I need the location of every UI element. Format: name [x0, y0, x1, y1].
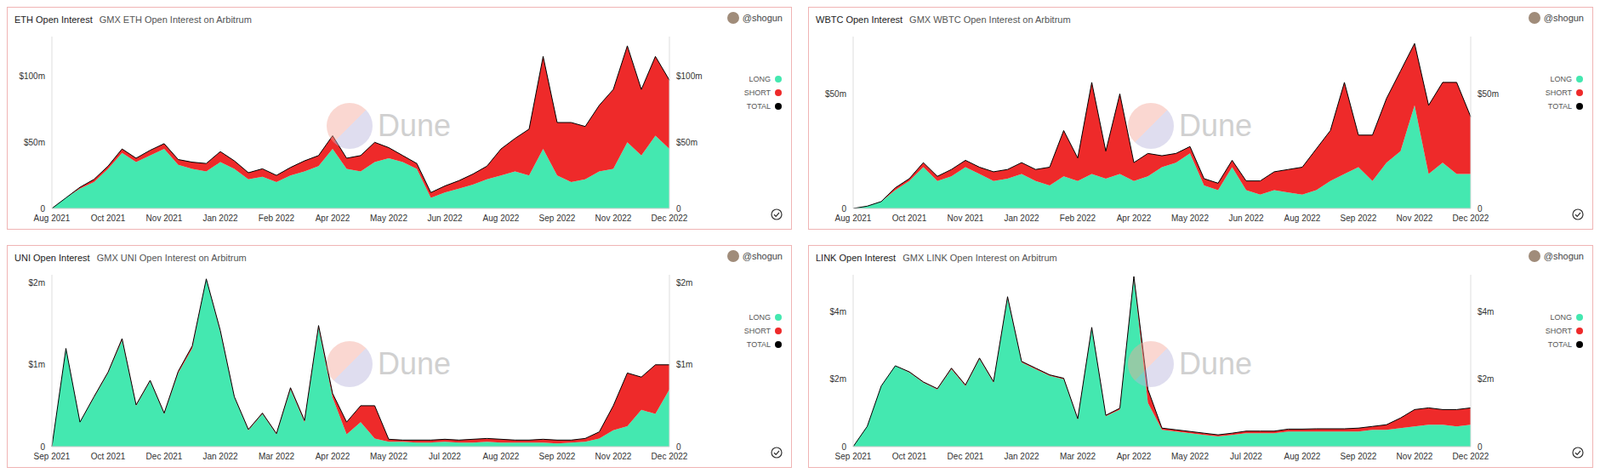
svg-text:Sep 2022: Sep 2022 — [1340, 213, 1378, 223]
svg-text:Feb 2022: Feb 2022 — [1059, 213, 1097, 223]
svg-text:Jan 2022: Jan 2022 — [202, 213, 239, 223]
html-text:LONG: LONG — [748, 313, 771, 322]
svg-text:Dec 2022: Dec 2022 — [651, 451, 689, 462]
svg-text:Mar 2022: Mar 2022 — [258, 451, 296, 462]
svg-text:Sep 2021: Sep 2021 — [835, 451, 872, 462]
html-text:TOTAL: TOTAL — [1547, 340, 1572, 349]
html-text:@shogun: @shogun — [1543, 250, 1584, 262]
svg-text:Oct 2021: Oct 2021 — [91, 213, 126, 223]
svg-text:Nov 2021: Nov 2021 — [947, 213, 985, 223]
html-text:Dune: Dune — [1178, 108, 1253, 143]
svg-text:Aug 2022: Aug 2022 — [483, 451, 520, 462]
svg-text:Dec 2022: Dec 2022 — [1452, 451, 1490, 462]
html-text:SHORT: SHORT — [1545, 88, 1572, 97]
html-text:GMX LINK Open Interest on Arbi: GMX LINK Open Interest on Arbitrum — [902, 252, 1058, 263]
svg-text:Apr 2022: Apr 2022 — [1116, 213, 1152, 223]
svg-text:0: 0 — [841, 204, 847, 214]
svg-text:Jan 2022: Jan 2022 — [1003, 213, 1040, 223]
svg-text:Aug 2022: Aug 2022 — [1284, 213, 1321, 223]
svg-text:Nov 2022: Nov 2022 — [1396, 213, 1434, 223]
svg-text:Dec 2022: Dec 2022 — [651, 213, 689, 223]
html-text:LONG: LONG — [748, 74, 771, 84]
svg-text:Oct 2021: Oct 2021 — [892, 451, 928, 462]
svg-text:Dec 2021: Dec 2021 — [947, 451, 985, 462]
svg-text:Dec 2021: Dec 2021 — [146, 451, 183, 462]
svg-text:Apr 2022: Apr 2022 — [315, 451, 351, 462]
html-text:Dune: Dune — [1178, 346, 1253, 382]
svg-text:$50m: $50m — [1477, 89, 1499, 99]
svg-text:Feb 2022: Feb 2022 — [258, 213, 296, 223]
svg-text:Aug 2021: Aug 2021 — [34, 213, 71, 223]
svg-text:0: 0 — [1477, 442, 1483, 452]
svg-text:Apr 2022: Apr 2022 — [1116, 451, 1152, 462]
svg-text:$50m: $50m — [825, 89, 847, 99]
svg-text:Nov 2022: Nov 2022 — [595, 213, 633, 223]
html-text:@shogun: @shogun — [1543, 12, 1584, 23]
html-text:LINK Open Interest: LINK Open Interest — [815, 252, 896, 263]
svg-text:Sep 2022: Sep 2022 — [539, 451, 576, 462]
svg-text:$1m: $1m — [676, 359, 693, 370]
html-text:WBTC Open Interest: WBTC Open Interest — [815, 14, 903, 25]
svg-text:$100m: $100m — [18, 71, 46, 81]
html-text:GMX UNI Open Interest on Arbit: GMX UNI Open Interest on Arbitrum — [96, 252, 247, 263]
svg-text:$50m: $50m — [23, 137, 46, 148]
svg-text:May 2022: May 2022 — [370, 213, 408, 223]
svg-text:0: 0 — [39, 442, 46, 452]
html-text:TOTAL: TOTAL — [746, 102, 771, 111]
svg-text:$2m: $2m — [1477, 374, 1494, 384]
svg-text:Jun 2022: Jun 2022 — [427, 213, 463, 223]
svg-text:$4m: $4m — [1477, 307, 1494, 317]
svg-text:Jul 2022: Jul 2022 — [428, 451, 462, 462]
svg-text:May 2022: May 2022 — [1171, 213, 1209, 223]
html-text:LONG: LONG — [1550, 313, 1572, 322]
svg-text:Jan 2022: Jan 2022 — [202, 451, 239, 462]
html-text:Dune: Dune — [377, 108, 451, 143]
svg-text:$50m: $50m — [676, 137, 698, 148]
svg-text:$1m: $1m — [28, 359, 46, 370]
svg-text:Jan 2022: Jan 2022 — [1003, 451, 1040, 462]
html-text:SHORT: SHORT — [744, 326, 771, 336]
svg-text:Apr 2022: Apr 2022 — [315, 213, 351, 223]
html-text:SHORT: SHORT — [1545, 326, 1572, 336]
svg-text:Nov 2022: Nov 2022 — [595, 451, 633, 462]
svg-text:Jun 2022: Jun 2022 — [1228, 213, 1265, 223]
html-text:@shogun: @shogun — [742, 12, 783, 23]
svg-text:$100m: $100m — [676, 71, 703, 81]
html-text:UNI Open Interest: UNI Open Interest — [14, 252, 90, 263]
svg-text:Nov 2022: Nov 2022 — [1396, 451, 1434, 462]
html-text:SHORT: SHORT — [744, 88, 771, 97]
svg-text:$2m: $2m — [676, 278, 693, 288]
svg-text:Sep 2022: Sep 2022 — [539, 213, 576, 223]
svg-text:Jul 2022: Jul 2022 — [1229, 451, 1263, 462]
svg-text:0: 0 — [676, 204, 682, 214]
svg-text:Sep 2021: Sep 2021 — [34, 451, 71, 462]
svg-text:May 2022: May 2022 — [1171, 451, 1209, 462]
svg-text:0: 0 — [676, 442, 682, 452]
svg-text:$2m: $2m — [28, 278, 46, 288]
html-text:ETH Open Interest: ETH Open Interest — [14, 14, 93, 25]
svg-text:Mar 2022: Mar 2022 — [1059, 451, 1097, 462]
svg-text:0: 0 — [39, 204, 46, 214]
svg-text:0: 0 — [1477, 204, 1483, 214]
svg-text:0: 0 — [841, 442, 847, 452]
svg-text:Oct 2021: Oct 2021 — [892, 213, 928, 223]
svg-text:Aug 2022: Aug 2022 — [1284, 451, 1321, 462]
svg-text:Sep 2022: Sep 2022 — [1340, 451, 1378, 462]
svg-text:$2m: $2m — [830, 374, 847, 384]
svg-text:Dec 2022: Dec 2022 — [1452, 213, 1490, 223]
svg-text:Aug 2022: Aug 2022 — [483, 213, 520, 223]
html-text:LONG: LONG — [1550, 74, 1572, 84]
html-text:TOTAL: TOTAL — [746, 340, 771, 349]
html-text:TOTAL: TOTAL — [1547, 102, 1572, 111]
svg-text:May 2022: May 2022 — [370, 451, 408, 462]
html-text:Dune: Dune — [377, 346, 451, 382]
html-text:@shogun: @shogun — [742, 250, 783, 262]
svg-text:$4m: $4m — [830, 307, 847, 317]
html-text:GMX ETH Open Interest on Arbit: GMX ETH Open Interest on Arbitrum — [99, 14, 252, 25]
svg-text:Aug 2021: Aug 2021 — [835, 213, 872, 223]
svg-text:Nov 2021: Nov 2021 — [146, 213, 183, 223]
svg-text:Oct 2021: Oct 2021 — [91, 451, 126, 462]
html-text:GMX WBTC Open Interest on Arbi: GMX WBTC Open Interest on Arbitrum — [909, 14, 1071, 25]
